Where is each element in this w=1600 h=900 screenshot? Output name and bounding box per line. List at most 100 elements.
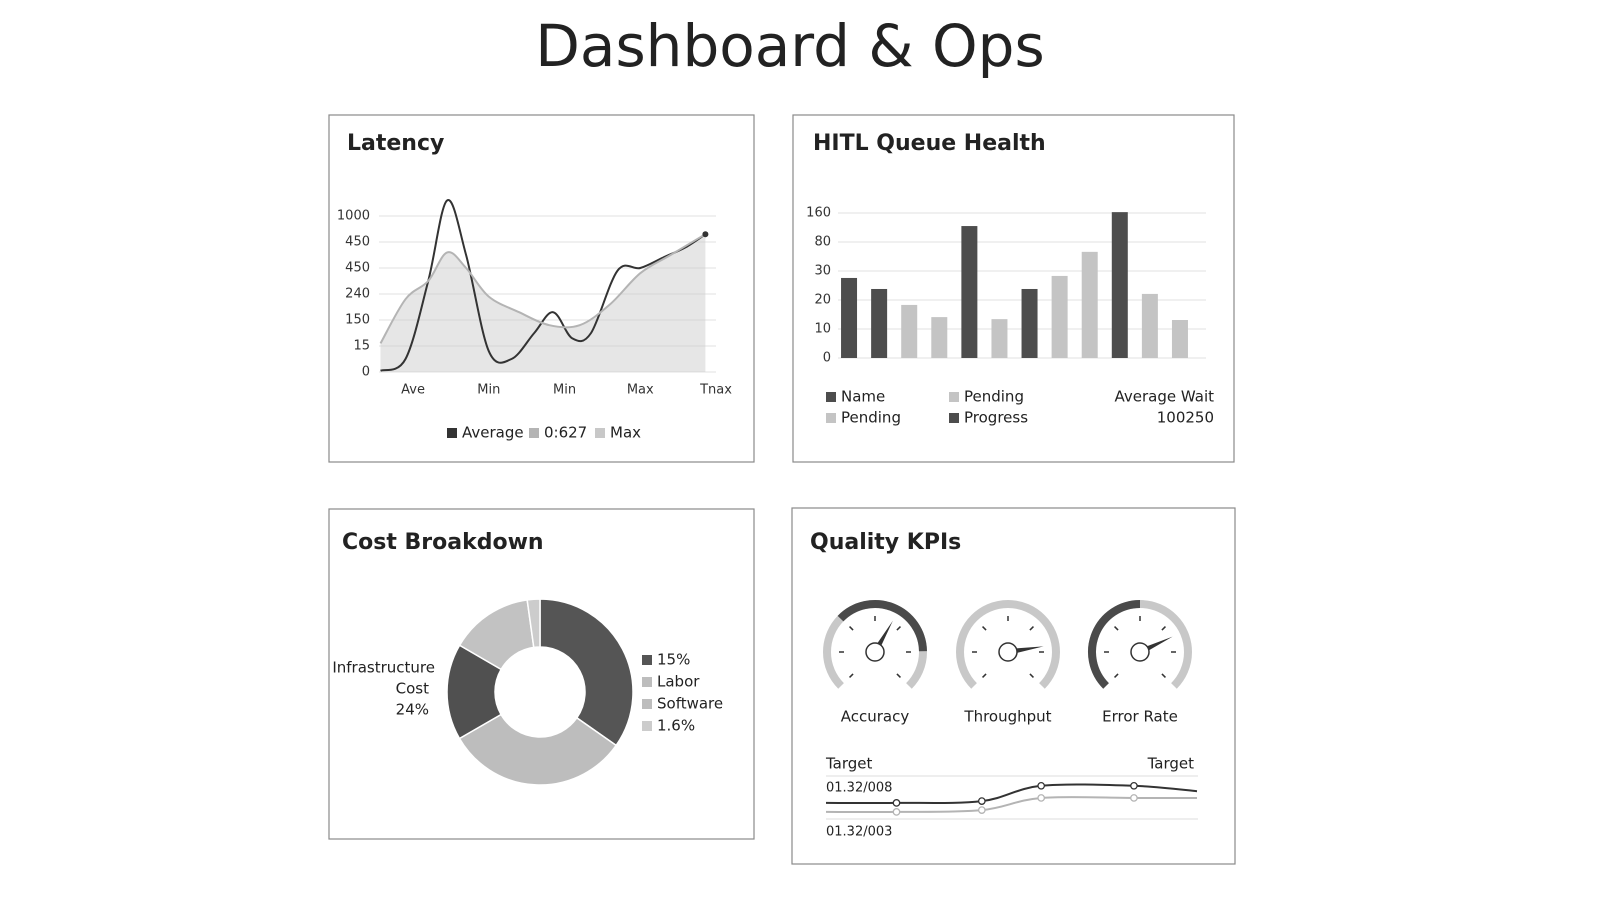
legend-label: Max (610, 424, 641, 442)
bar (961, 226, 978, 358)
bar (871, 288, 888, 358)
gauge-tick (1161, 626, 1166, 631)
point (1037, 781, 1046, 790)
chart-label: Target (825, 755, 873, 773)
gauge-tick (849, 626, 854, 631)
legend-label: Labor (657, 673, 700, 691)
donut-segment (458, 713, 618, 786)
legend-swatch (447, 428, 457, 438)
x-tick-label: Ave (401, 383, 425, 398)
line (379, 233, 706, 344)
gauge-tick (849, 673, 854, 678)
legend-label: 0:627 (544, 424, 587, 442)
panel-title: Latency (347, 131, 444, 156)
point (977, 806, 986, 814)
legend-label: Pending (964, 388, 1024, 406)
bar (931, 317, 948, 358)
legend-label: Name (841, 388, 885, 406)
legend-swatch (826, 392, 836, 402)
gauge-label: Throughput (963, 708, 1051, 726)
y-tick-label: 240 (345, 287, 370, 302)
legend-swatch (949, 392, 959, 402)
legend-swatch (595, 428, 605, 438)
point (1130, 781, 1138, 790)
panel (792, 114, 1235, 463)
gauge-track (956, 600, 1060, 689)
gauge-hub (1130, 642, 1150, 662)
legend-swatch (642, 655, 652, 665)
y-tick-label: 160 (806, 206, 831, 221)
donut-segment (539, 598, 634, 747)
gauge-tick (896, 673, 901, 678)
gauge-tick (1029, 673, 1034, 678)
y-tick-label: 80 (814, 235, 831, 250)
annotation: 24% (396, 701, 429, 719)
x-tick-label: Max (627, 383, 654, 398)
y-tick-label: 150 (345, 313, 370, 328)
legend-swatch (826, 413, 836, 423)
annotation: 100250 (1157, 409, 1214, 427)
y-tick-label: 450 (345, 261, 370, 276)
x-tick-label: Tnax (699, 383, 732, 398)
gauge-label: Error Rate (1102, 708, 1178, 726)
annotation: Cost (396, 680, 429, 698)
y-tick-label: 15 (353, 339, 370, 354)
annotation: Average Wait (1115, 388, 1215, 406)
y-tick-label: 450 (345, 235, 370, 250)
gauge-tick (982, 626, 987, 631)
x-tick-label: Min (477, 383, 500, 398)
gauge-tick (1114, 673, 1119, 678)
y-tick-label: 0 (823, 351, 831, 366)
legend-swatch (642, 699, 652, 709)
y-tick-label: 20 (814, 293, 831, 308)
legend-label: Progress (964, 409, 1028, 427)
legend-label: Pending (841, 409, 901, 427)
panel (791, 507, 1236, 865)
page-title: Dashboard & Ops (535, 12, 1044, 80)
gauge-tick (896, 626, 901, 631)
panel-title: Cost Broakdown (342, 530, 544, 555)
legend-swatch (642, 677, 652, 687)
gauge-band (837, 600, 927, 652)
bar (1141, 293, 1158, 358)
panel (328, 114, 755, 463)
gauge-label: Accuracy (841, 708, 910, 726)
point (892, 808, 901, 816)
gauge-hub (998, 642, 1018, 662)
legend-swatch (529, 428, 539, 438)
point (892, 799, 901, 807)
gauge-tick (1161, 673, 1166, 678)
annotation: Infrastructure (332, 659, 435, 677)
gauge-hub (865, 642, 885, 662)
chart-label: Target (1147, 755, 1195, 773)
gauge-tick (1114, 626, 1119, 631)
panel-title: Quality KPIs (810, 530, 961, 555)
gauge-tick (982, 673, 987, 678)
bar (991, 319, 1008, 358)
bar (1051, 275, 1068, 358)
donut-segment (526, 598, 541, 649)
panel (328, 508, 755, 840)
point (1037, 794, 1046, 802)
point (1130, 794, 1138, 802)
legend-label: 1.6% (657, 717, 695, 735)
y-tick-label: 10 (814, 322, 831, 337)
bar (1171, 320, 1188, 358)
gauge-band (1088, 600, 1141, 689)
bar (1021, 288, 1038, 358)
panel-title: HITL Queue Health (813, 131, 1046, 156)
chart-label: 01.32/003 (826, 825, 892, 840)
bar (1081, 251, 1098, 358)
line (380, 199, 706, 372)
area (380, 234, 706, 372)
y-tick-label: 1000 (337, 209, 370, 224)
bar (1111, 212, 1128, 358)
legend-swatch (949, 413, 959, 423)
y-tick-label: 0 (362, 365, 370, 380)
end-point (702, 231, 709, 238)
legend-label: 15% (657, 651, 690, 669)
bar (841, 277, 858, 358)
chart-label: 01.32/008 (826, 781, 892, 796)
bar (901, 304, 918, 358)
